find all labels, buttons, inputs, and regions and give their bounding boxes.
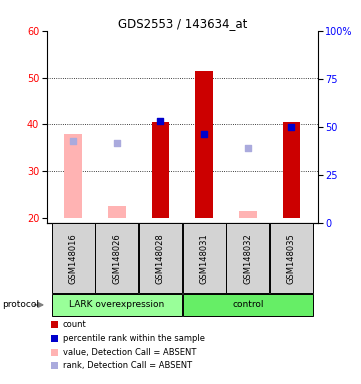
Bar bbox=[283, 122, 300, 218]
Bar bbox=[108, 206, 126, 218]
Point bbox=[114, 140, 120, 146]
Text: GSM148031: GSM148031 bbox=[200, 233, 209, 284]
Title: GDS2553 / 143634_at: GDS2553 / 143634_at bbox=[118, 17, 247, 30]
FancyBboxPatch shape bbox=[226, 223, 269, 293]
Bar bbox=[64, 134, 82, 218]
Text: count: count bbox=[63, 320, 87, 329]
Text: LARK overexpression: LARK overexpression bbox=[69, 300, 164, 310]
Text: GSM148026: GSM148026 bbox=[112, 233, 121, 284]
Point bbox=[288, 124, 294, 130]
Text: protocol: protocol bbox=[2, 300, 39, 310]
FancyBboxPatch shape bbox=[270, 223, 313, 293]
Bar bbox=[239, 211, 257, 218]
Point bbox=[70, 138, 76, 144]
FancyBboxPatch shape bbox=[52, 223, 95, 293]
FancyBboxPatch shape bbox=[95, 223, 138, 293]
Text: GSM148016: GSM148016 bbox=[69, 233, 78, 284]
Text: GSM148028: GSM148028 bbox=[156, 233, 165, 284]
Text: GSM148032: GSM148032 bbox=[243, 233, 252, 284]
Point bbox=[245, 145, 251, 151]
Text: percentile rank within the sample: percentile rank within the sample bbox=[63, 334, 205, 343]
Text: GSM148035: GSM148035 bbox=[287, 233, 296, 284]
FancyBboxPatch shape bbox=[52, 294, 182, 316]
Bar bbox=[152, 122, 169, 218]
FancyBboxPatch shape bbox=[183, 223, 226, 293]
Text: control: control bbox=[232, 300, 264, 310]
FancyBboxPatch shape bbox=[183, 294, 313, 316]
Bar bbox=[195, 71, 213, 218]
Point bbox=[201, 131, 207, 137]
Text: rank, Detection Call = ABSENT: rank, Detection Call = ABSENT bbox=[63, 361, 192, 371]
Text: value, Detection Call = ABSENT: value, Detection Call = ABSENT bbox=[63, 348, 196, 357]
Point bbox=[158, 118, 164, 124]
FancyBboxPatch shape bbox=[139, 223, 182, 293]
